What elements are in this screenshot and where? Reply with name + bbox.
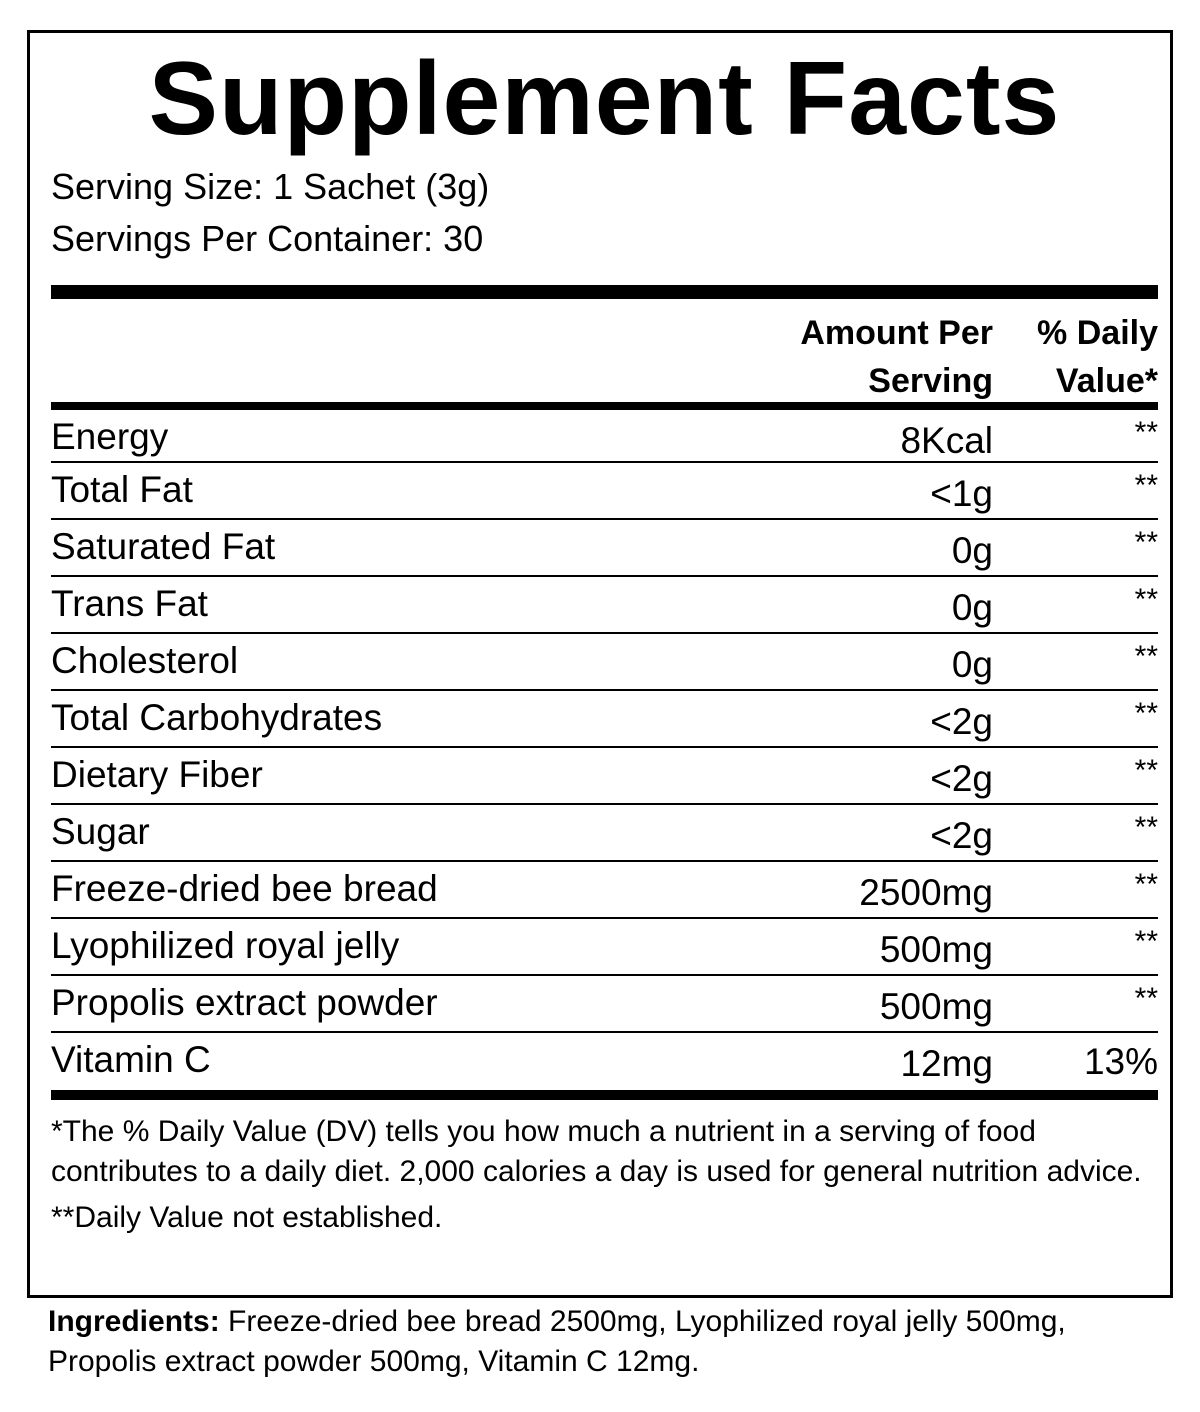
- amount-header-line2: Serving: [868, 362, 993, 400]
- nutrient-name: Cholesterol: [51, 640, 239, 681]
- nutrient-name: Total Fat: [51, 469, 193, 510]
- serving-size: Serving Size: 1 Sachet (3g): [51, 166, 490, 207]
- nutrient-name: Propolis extract powder: [51, 982, 438, 1023]
- table-row: Trans Fat 0g **: [51, 577, 1158, 634]
- nutrient-name: Lyophilized royal jelly: [51, 925, 400, 966]
- table-row: Propolis extract powder 500mg **: [51, 976, 1158, 1033]
- nutrient-dv: 13%: [1083, 1041, 1158, 1082]
- panel-title: Supplement Facts: [148, 41, 1061, 157]
- nutrient-amount: 2500mg: [859, 872, 993, 913]
- amount-header: Amount Per Serving: [693, 309, 993, 402]
- table-row: Total Carbohydrates <2g **: [51, 691, 1158, 748]
- nutrient-dv: **: [1134, 526, 1158, 559]
- footnote-not-established: **Daily Value not established.: [51, 1201, 443, 1234]
- supplement-facts-panel: Supplement Facts Serving Size: 1 Sachet …: [27, 30, 1173, 1298]
- nutrient-table: Energy 8Kcal ** Total Fat <1g ** Saturated Fat…: [51, 410, 1158, 1090]
- amount-header-line1: Amount Per: [800, 314, 993, 352]
- divider-thick: [51, 285, 1158, 299]
- dv-header-line1: % Daily: [1037, 314, 1158, 352]
- nutrient-amount: <1g: [930, 473, 993, 514]
- dv-header-line2: Value*: [1055, 362, 1158, 400]
- nutrient-dv: **: [1134, 811, 1158, 844]
- nutrient-name: Energy: [51, 416, 169, 457]
- nutrient-amount: 0g: [951, 530, 993, 571]
- table-row: Saturated Fat 0g **: [51, 520, 1158, 577]
- nutrient-amount: <2g: [930, 701, 993, 742]
- ingredients-text: Freeze-dried bee bread 2500mg, Lyophiliz…: [48, 1305, 1066, 1378]
- nutrient-amount: 12mg: [900, 1043, 993, 1084]
- table-row: Cholesterol 0g **: [51, 634, 1158, 691]
- nutrient-amount: 0g: [951, 644, 993, 685]
- table-row: Lyophilized royal jelly 500mg **: [51, 919, 1158, 976]
- nutrient-name: Dietary Fiber: [51, 754, 263, 795]
- table-row: Energy 8Kcal **: [51, 410, 1158, 463]
- nutrient-name: Total Carbohydrates: [51, 697, 383, 738]
- divider-bottom: [51, 1090, 1158, 1100]
- nutrient-name: Freeze-dried bee bread: [51, 868, 438, 909]
- ingredients: Ingredients: Freeze-dried bee bread 2500…: [48, 1302, 1168, 1382]
- footnote-dv: *The % Daily Value (DV) tells you how mu…: [51, 1115, 1142, 1188]
- nutrient-amount: <2g: [930, 758, 993, 799]
- nutrient-dv: **: [1134, 416, 1158, 449]
- nutrient-dv: **: [1134, 754, 1158, 787]
- nutrient-dv: **: [1134, 982, 1158, 1015]
- nutrient-amount: 500mg: [879, 929, 993, 970]
- nutrient-dv: **: [1134, 868, 1158, 901]
- nutrient-dv: **: [1134, 583, 1158, 616]
- nutrient-name: Trans Fat: [51, 583, 208, 624]
- ingredients-label: Ingredients:: [48, 1305, 220, 1338]
- nutrient-name: Vitamin C: [51, 1039, 211, 1080]
- column-header: Amount Per Serving % Daily Value*: [51, 299, 1158, 402]
- nutrient-dv: **: [1134, 469, 1158, 502]
- servings-per-container: Servings Per Container: 30: [51, 218, 484, 259]
- table-row: Sugar <2g **: [51, 805, 1158, 862]
- nutrient-amount: 500mg: [879, 986, 993, 1027]
- nutrient-amount: 8Kcal: [900, 420, 993, 461]
- table-row: Dietary Fiber <2g **: [51, 748, 1158, 805]
- nutrient-name: Saturated Fat: [51, 526, 276, 567]
- divider-medium: [51, 402, 1158, 410]
- nutrient-dv: **: [1134, 640, 1158, 673]
- table-row: Total Fat <1g **: [51, 463, 1158, 520]
- nutrient-amount: <2g: [930, 815, 993, 856]
- nutrient-name: Sugar: [51, 811, 150, 852]
- nutrient-amount: 0g: [951, 587, 993, 628]
- table-row: Freeze-dried bee bread 2500mg **: [51, 862, 1158, 919]
- nutrient-dv: **: [1134, 697, 1158, 730]
- nutrient-dv: **: [1134, 925, 1158, 958]
- dv-header: % Daily Value*: [993, 309, 1158, 402]
- table-row: Vitamin C 12mg 13%: [51, 1033, 1158, 1090]
